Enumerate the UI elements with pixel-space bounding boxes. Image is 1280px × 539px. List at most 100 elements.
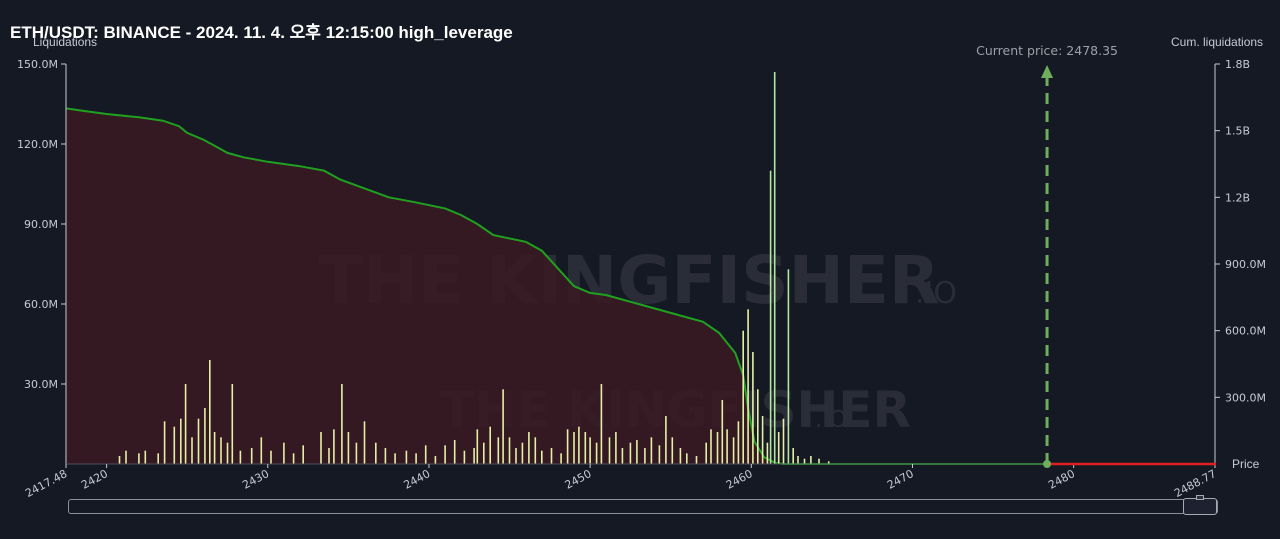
liquidation-bar [560, 453, 562, 464]
liquidation-bar [797, 456, 799, 464]
cumulative-area [65, 107, 1048, 465]
right-axis-label: Cum. liquidations [1171, 35, 1264, 49]
liquidation-bar [453, 440, 456, 464]
liquidation-bar [810, 456, 812, 464]
liquidation-bar [679, 448, 682, 464]
cumulative-fill [66, 108, 1048, 465]
liquidation-bar [782, 418, 785, 464]
liquidation-bar [184, 384, 187, 464]
liquidation-bar [220, 437, 222, 464]
liquidation-bar [355, 442, 358, 464]
range-scrollbar-handle[interactable] [1183, 495, 1217, 515]
liquidation-bar [405, 450, 408, 464]
left-tick-label: 120.0M [17, 138, 58, 151]
liquidation-bar [752, 352, 754, 464]
liquidation-bar [578, 426, 580, 464]
liquidation-bar [502, 389, 504, 464]
liquidation-bar [415, 453, 417, 464]
liquidation-bar [209, 360, 211, 464]
liquidation-bar [118, 456, 121, 464]
liquidation-bar [302, 445, 304, 464]
liquidation-bar [138, 453, 140, 464]
x-axis-label: Price [1232, 457, 1260, 471]
liquidation-bar [444, 445, 446, 464]
liquidation-bar [761, 416, 764, 464]
watermark-suffix: .IO [815, 407, 847, 433]
x-tick-label: 2470 [885, 467, 916, 492]
right-tick-label: 300.0M [1225, 391, 1266, 404]
liquidation-bar [773, 72, 776, 464]
liquidation-bar [777, 432, 780, 464]
left-tick-label: 60.0M [24, 298, 58, 311]
liquidation-bar [250, 448, 253, 464]
current-price-marker: Current price: 2478.35 [976, 43, 1216, 468]
liquidation-bar [528, 432, 530, 464]
liquidation-bar [320, 432, 322, 464]
liquidation-bar [686, 453, 688, 464]
left-tick-label: 30.0M [24, 378, 58, 391]
liquidation-bar [705, 442, 707, 464]
liquidation-bar [541, 450, 543, 464]
liquidation-bar [333, 429, 335, 464]
liquidation-bar [710, 429, 712, 464]
x-tick-label: 2420 [79, 467, 110, 492]
liquidation-bar [644, 448, 646, 464]
x-tick-label: 2417.48 [23, 467, 69, 500]
liquidation-bar [650, 437, 653, 464]
liquidation-bar [363, 421, 366, 464]
liquidation-bar [742, 330, 744, 464]
liquidation-bar [144, 450, 147, 464]
liquidation-bar [283, 442, 285, 464]
liquidation-bar [197, 418, 200, 464]
liquidation-bar [521, 442, 524, 464]
liquidation-bar [191, 437, 193, 464]
range-scrollbar[interactable] [68, 499, 1218, 514]
liquidation-bar [827, 461, 830, 464]
liquidation-bar [384, 448, 387, 464]
left-tick-label: 90.0M [24, 218, 58, 231]
right-tick-label: 900.0M [1225, 258, 1266, 271]
liquidation-bar [213, 432, 216, 464]
liquidation-bar [173, 426, 176, 464]
liquidation-bar [473, 448, 475, 464]
liquidation-bar [716, 432, 719, 464]
liquidation-bar [600, 384, 603, 464]
liquidation-bar [792, 448, 794, 464]
liquidation-bar [757, 389, 759, 464]
liquidation-bar [737, 421, 740, 464]
watermark-suffix: .IO [915, 276, 957, 311]
left-axis-label: Liquidations [33, 35, 98, 49]
liquidation-bar [747, 309, 749, 464]
liquidation-bar [787, 269, 790, 464]
liquidation-bar [260, 437, 263, 464]
liquidation-bar [515, 448, 517, 464]
liquidation-bar [163, 421, 166, 464]
liquidation-bar [589, 437, 591, 464]
liquidation-bar [489, 426, 491, 464]
liquidation-bar [595, 442, 598, 464]
chart-title: ETH/USDT: BINANCE - 2024. 11. 4. 오후 12:1… [10, 23, 513, 42]
liquidation-bar [629, 442, 632, 464]
liquidation-bar [621, 448, 624, 464]
current-price-dot [1043, 460, 1052, 468]
liquidation-bar [721, 400, 724, 464]
left-tick-label: 150.0M [17, 58, 58, 71]
liquidation-bar [226, 442, 229, 464]
liquidation-bar [671, 437, 674, 464]
liquidation-bar [766, 442, 769, 464]
liquidation-bar [608, 437, 611, 464]
liquidation-bar [347, 432, 350, 464]
right-tick-label: 1.8B [1225, 58, 1250, 71]
liquidation-bar [239, 450, 242, 464]
grip-icon[interactable] [1196, 495, 1204, 500]
liquidation-bar [394, 453, 396, 464]
liquidation-bar [434, 456, 437, 464]
liquidation-bar [204, 408, 206, 464]
liquidation-bar [550, 448, 553, 464]
liquidation-bar [665, 416, 667, 464]
liquidation-bar [803, 458, 806, 464]
liquidation-bar [508, 437, 511, 464]
right-tick-label: 1.2B [1225, 191, 1250, 204]
x-tick-label: 2480 [1046, 467, 1077, 492]
